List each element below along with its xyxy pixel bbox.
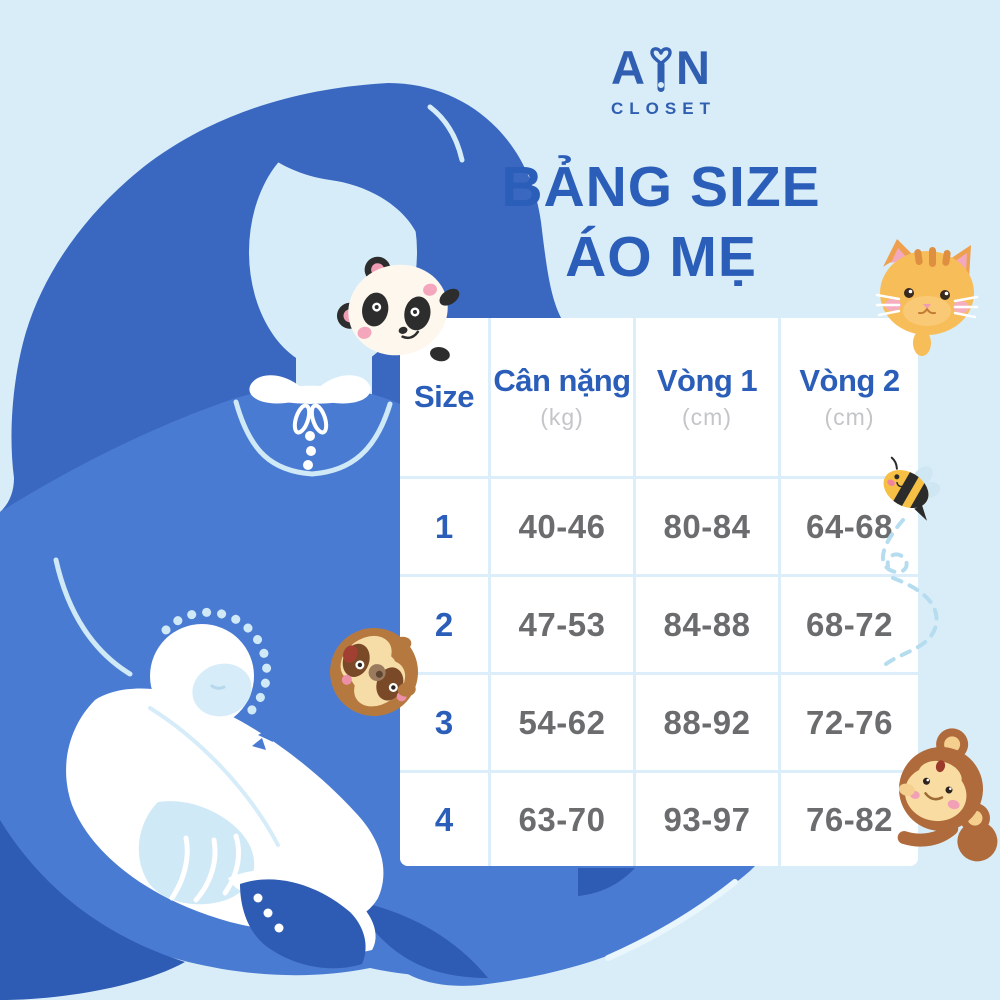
brand-logo: A N CLOSET [561,44,761,119]
dress-button [306,446,316,456]
waist-cell: 72-76 [781,675,918,770]
weight-cell: 40-46 [491,479,633,574]
bust-cell: 80-84 [636,479,778,574]
bust-cell: 93-97 [636,773,778,866]
bee-trail [880,518,939,666]
bow-knot [303,390,317,404]
panda-icon [336,256,460,362]
cuff-button [263,908,273,918]
baby-hood-trim [161,607,272,717]
cat-icon [875,239,979,356]
logo-subtitle: CLOSET [611,99,716,118]
collar-line [233,399,393,477]
header-waist: Vòng 2 (cm) [781,318,918,476]
hair-shadow-corner [0,820,185,1000]
mother-arm [365,845,755,986]
hair-highlight [53,557,133,677]
collar-bow [310,375,371,404]
sloth-icon [330,628,418,716]
logo-letter-a: A [611,41,646,94]
size-cell: 4 [400,773,488,866]
waist-cell: 76-82 [781,773,918,866]
arm-highlight [605,879,738,961]
page-title: BẢNG SIZE ÁO MẸ [401,152,921,292]
arm-shadow-sliver [578,868,635,896]
safety-pin-heart-icon [649,46,673,96]
header-weight: Cân nặng (kg) [491,318,633,476]
weight-cell: 63-70 [491,773,633,866]
dress-button [305,431,315,441]
size-cell: 1 [400,479,488,574]
title-line-1: BẢNG SIZE [501,155,821,219]
baby-face [192,663,252,717]
mother-hand [138,801,255,905]
bee-icon [883,456,941,521]
weight-cell: 47-53 [491,577,633,672]
sleeve-cuff [240,879,366,969]
title-line-2: ÁO MẸ [565,225,757,289]
mother-bangs [262,112,453,360]
hand-finger-line [169,833,241,903]
cuff-button [274,923,284,933]
baby-eye [210,684,226,690]
waist-cell: 68-72 [781,577,918,672]
blanket-bow [252,728,273,750]
monkey-icon [897,728,998,862]
bow-tail [309,403,329,435]
logo-letter-n: N [676,41,711,94]
bow-tail [292,403,312,435]
dress-button [303,460,313,470]
hair-highlight [427,104,465,163]
cuff-button [253,893,263,903]
collar-bow [249,375,310,404]
bust-cell: 84-88 [636,577,778,672]
blanket-fold [148,706,280,847]
header-bust: Vòng 1 (cm) [636,318,778,476]
sleeve-shadow-wedge [352,900,488,978]
bust-cell: 88-92 [636,675,778,770]
size-table: Size Cân nặng (kg) Vòng 1 (cm) Vòng 2 (c… [400,318,918,866]
weight-cell: 54-62 [491,675,633,770]
